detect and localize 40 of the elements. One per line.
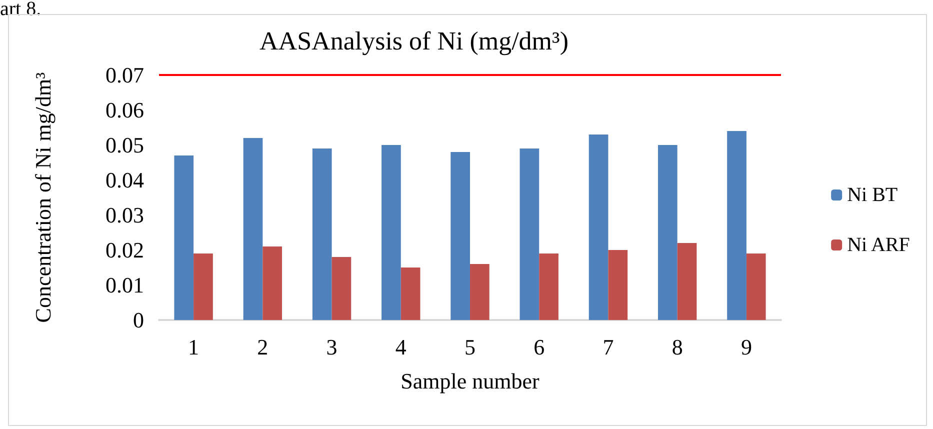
y-tick-label: 0.04 (106, 168, 144, 192)
bar (382, 145, 401, 320)
y-tick-label: 0 (133, 308, 144, 332)
bar (262, 246, 282, 320)
chart-title: AASAnalysis of Ni (mg/dm³) (260, 26, 568, 56)
y-tick-label: 0.07 (106, 62, 144, 88)
legend-label: Ni BT (847, 184, 898, 206)
bar (174, 156, 194, 320)
bar (608, 250, 628, 320)
bar (450, 152, 470, 320)
bar (588, 134, 608, 320)
y-axis-title: Concentration of Ni mg/dm³ (30, 72, 56, 323)
y-tick-label: 0.03 (106, 202, 144, 228)
y-tick-label: 0.05 (106, 132, 144, 158)
x-tick-label: 3 (326, 334, 338, 360)
bar (727, 131, 746, 320)
bar (243, 138, 263, 320)
bar (194, 254, 213, 320)
bar (520, 148, 540, 320)
bar (470, 264, 490, 320)
bar (539, 254, 558, 320)
bar (332, 257, 352, 320)
y-tick-label: 0.06 (106, 98, 144, 122)
bar (677, 243, 697, 320)
x-tick-label: 1 (188, 334, 200, 360)
x-tick-label: 5 (464, 334, 476, 360)
x-tick-label: 8 (672, 334, 683, 360)
x-tick-label: 2 (257, 334, 268, 360)
legend-label: Ni ARF (847, 234, 910, 256)
bar (400, 268, 420, 320)
bar (312, 148, 332, 320)
x-tick-label: 6 (534, 334, 545, 360)
x-tick-label: 7 (602, 334, 614, 360)
x-tick-label: 9 (740, 334, 752, 360)
x-tick-label: 4 (395, 334, 406, 360)
bar (658, 145, 678, 320)
bar (746, 254, 766, 320)
y-tick-label: 0.01 (106, 272, 144, 298)
y-tick-label: 0.02 (106, 238, 144, 262)
x-axis-title: Sample number (400, 368, 540, 394)
